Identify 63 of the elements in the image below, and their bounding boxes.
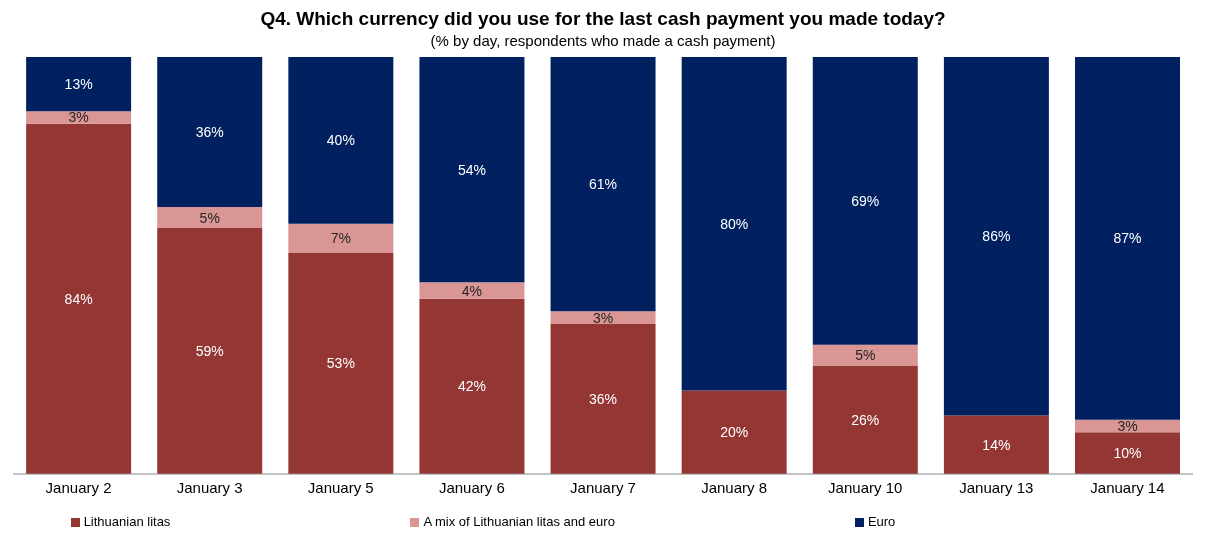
data-label: 14% (982, 436, 1011, 453)
bar (812, 365, 918, 474)
bar (288, 57, 394, 224)
bar (26, 123, 132, 474)
legend-label: A mix of Lithuanian litas and euro (423, 514, 615, 529)
bar (812, 344, 918, 366)
bar (550, 57, 656, 312)
bar (943, 57, 1049, 416)
data-label: 59% (195, 342, 224, 359)
legend-label: Euro (867, 514, 896, 529)
bar (550, 311, 656, 324)
bar (419, 57, 525, 283)
data-label: 84% (64, 290, 93, 307)
bar (1075, 57, 1180, 420)
chart-subtitle: (% by day, respondents who made a cash payment) (429, 32, 777, 49)
data-label: 10% (1113, 445, 1142, 462)
data-label: 3% (68, 109, 89, 126)
data-label: 4% (461, 282, 483, 299)
data-label: 86% (982, 228, 1011, 245)
legend-label: Lithuanian litas (83, 514, 171, 529)
bar (288, 223, 394, 253)
data-label: 7% (330, 230, 351, 247)
bar (157, 207, 263, 228)
data-label: 80% (720, 215, 749, 232)
data-label: 61% (589, 176, 618, 193)
data-label: 20% (720, 424, 749, 441)
x-tick-label: January 2 (45, 478, 112, 496)
data-label: 54% (457, 161, 486, 178)
bar (26, 57, 132, 112)
bar (419, 298, 525, 474)
data-label: 5% (199, 209, 220, 226)
x-tick-label: January 5 (307, 478, 374, 496)
data-label: 5% (855, 347, 876, 364)
data-label: 36% (589, 390, 618, 407)
x-tick-label: January 13 (959, 478, 1034, 496)
x-tick-label: January 6 (438, 478, 505, 496)
bar (812, 57, 918, 345)
data-label: 26% (851, 411, 880, 428)
data-label: 87% (1113, 230, 1142, 247)
bar (419, 282, 525, 299)
data-label: 3% (592, 309, 614, 326)
data-label: 3% (1117, 418, 1138, 435)
data-label: 13% (64, 76, 93, 93)
bar (943, 415, 1049, 474)
bar (550, 323, 656, 474)
bar (157, 57, 263, 208)
x-tick-label: January 7 (570, 478, 636, 496)
data-label: 40% (326, 132, 355, 149)
bar (681, 390, 787, 474)
bar (1075, 432, 1180, 474)
bar (157, 227, 263, 474)
data-label: 42% (457, 378, 486, 395)
x-tick-label: January 8 (701, 478, 768, 496)
bar (681, 57, 787, 391)
bar (26, 111, 132, 124)
data-label: 36% (195, 124, 224, 141)
x-tick-label: January 14 (1090, 478, 1165, 496)
x-tick-label: January 10 (828, 478, 903, 496)
data-label: 53% (326, 355, 355, 372)
bar (288, 252, 394, 474)
chart-title: Q4. Which currency did you use for the last cash payment you made today? (259, 8, 947, 30)
data-label: 69% (851, 192, 880, 209)
x-tick-label: January 3 (176, 478, 243, 496)
